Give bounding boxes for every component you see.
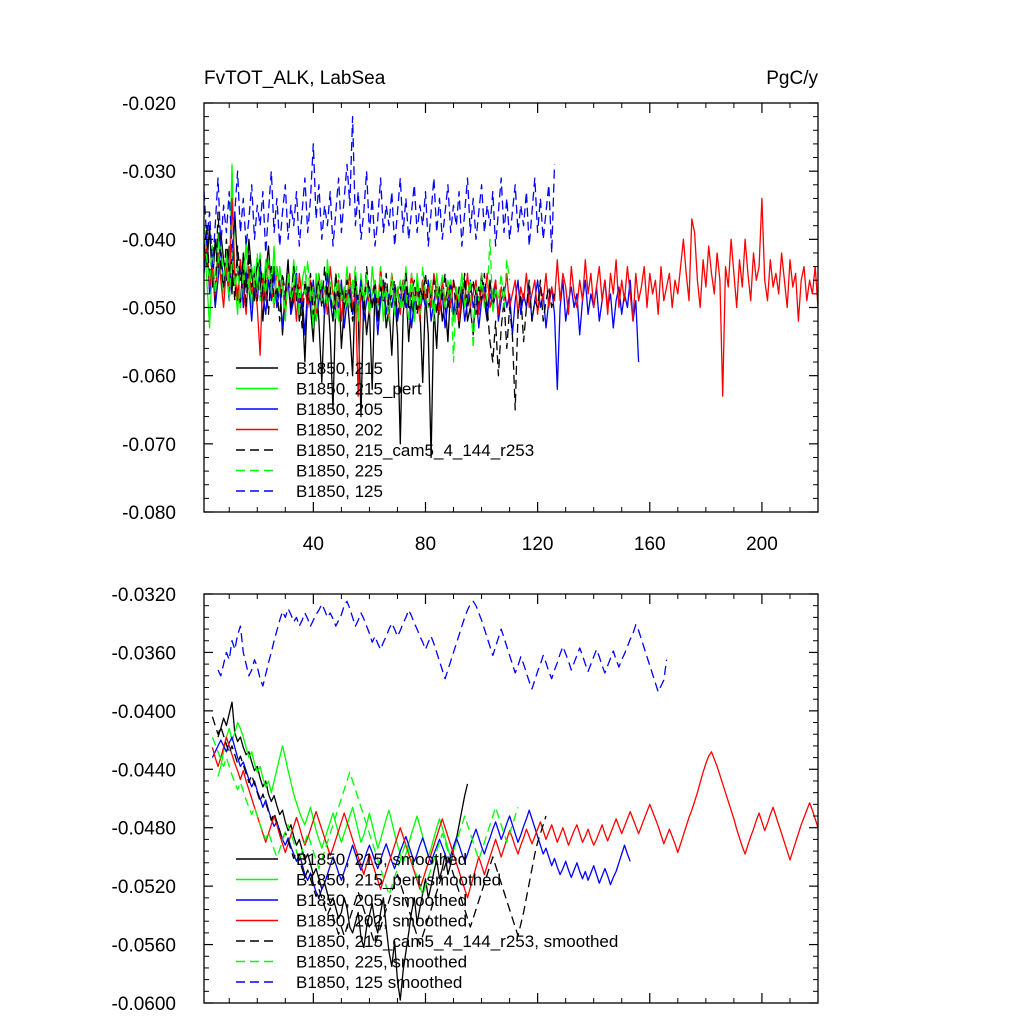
bottom-legend-label-4: B1850, 215_cam5_4_144_r253, smoothed xyxy=(296,932,618,951)
bottom-series-line-0 xyxy=(217,701,469,1001)
top-legend-label-6: B1850, 125 xyxy=(296,482,383,501)
top-legend-label-4: B1850, 215_cam5_4_144_r253 xyxy=(296,441,534,460)
top-ytick-label: -0.070 xyxy=(122,435,176,456)
bottom-series-line-5 xyxy=(211,736,519,896)
top-chart-title: FvTOT_ALK, LabSea xyxy=(204,68,386,89)
top-xtick-label: 120 xyxy=(522,534,554,555)
top-xtick-label: 160 xyxy=(634,534,666,555)
top-ytick-label: -0.030 xyxy=(122,162,176,183)
top-legend-label-3: B1850, 202 xyxy=(296,421,383,440)
bottom-legend-label-0: B1850, 215, smoothed xyxy=(296,850,467,869)
bottom-ytick-label: -0.0320 xyxy=(112,585,176,606)
top-ytick-label: -0.040 xyxy=(122,230,176,251)
top-series-line-4 xyxy=(204,211,556,411)
bottom-chart-panel: -0.0600 -0.0560 -0.0520 -0.0480 -0.0440 -0.04… xyxy=(112,585,819,1015)
top-legend-label-1: B1850, 215_pert xyxy=(296,380,422,399)
bottom-series-line-6 xyxy=(217,600,668,693)
top-ytick-label: -0.020 xyxy=(122,94,176,115)
bottom-legend-label-3: B1850, 202, smoothed xyxy=(296,912,467,931)
bottom-ytick-label: -0.0400 xyxy=(112,702,176,723)
top-chart-panel: FvTOT_ALK, LabSea PgC/y -0.080-0.070-0.0… xyxy=(122,68,819,555)
top-ytick-label: -0.080 xyxy=(122,503,176,524)
bottom-legend-label-5: B1850, 225, smoothed xyxy=(296,953,467,972)
top-series-line-5 xyxy=(204,225,511,363)
bottom-series-line-4 xyxy=(211,716,547,946)
bottom-legend-label-6: B1850, 125 smoothed xyxy=(296,973,462,992)
top-xtick-label: 200 xyxy=(746,534,778,555)
bottom-legend-label-2: B1850, 205, smoothed xyxy=(296,891,467,910)
bottom-ytick-label: -0.0560 xyxy=(112,936,176,957)
bottom-series-line-2 xyxy=(211,736,631,899)
bottom-ytick-label: -0.0360 xyxy=(112,643,176,664)
top-series-line-6 xyxy=(204,115,556,268)
bottom-ytick-label: -0.0600 xyxy=(112,994,176,1015)
top-xtick-label: 40 xyxy=(303,534,324,555)
bottom-plot-frame xyxy=(203,593,819,1004)
bottom-series-group xyxy=(211,600,818,1001)
top-xtick-label: 80 xyxy=(415,534,436,555)
bottom-ytick-label: -0.0440 xyxy=(112,760,176,781)
bottom-ytick-label: -0.0480 xyxy=(112,819,176,840)
bottom-ytick-label: -0.0520 xyxy=(112,877,176,898)
bottom-legend: B1850, 215, smoothed B1850, 215_pert smoo… xyxy=(236,850,618,992)
top-chart-units: PgC/y xyxy=(766,68,818,89)
top-series-group xyxy=(204,115,818,459)
bottom-series-line-3 xyxy=(211,736,818,899)
top-ytick-label: -0.060 xyxy=(122,367,176,388)
bottom-axis-ticks: -0.0600 -0.0560 -0.0520 -0.0480 -0.0440 -0.04… xyxy=(112,585,819,1015)
top-legend-label-5: B1850, 225 xyxy=(296,462,383,481)
top-ytick-label: -0.050 xyxy=(122,299,176,320)
bottom-legend-label-1: B1850, 215_pert smoothed xyxy=(296,871,501,890)
bottom-series-line-1 xyxy=(217,721,452,864)
top-axis-ticks: -0.080 -0.070 -0.060 -0.050 -0.040 -0.030 -0.0… xyxy=(122,94,819,555)
top-legend-label-0: B1850, 215 xyxy=(296,359,383,378)
top-legend-label-2: B1850, 205 xyxy=(296,400,383,419)
